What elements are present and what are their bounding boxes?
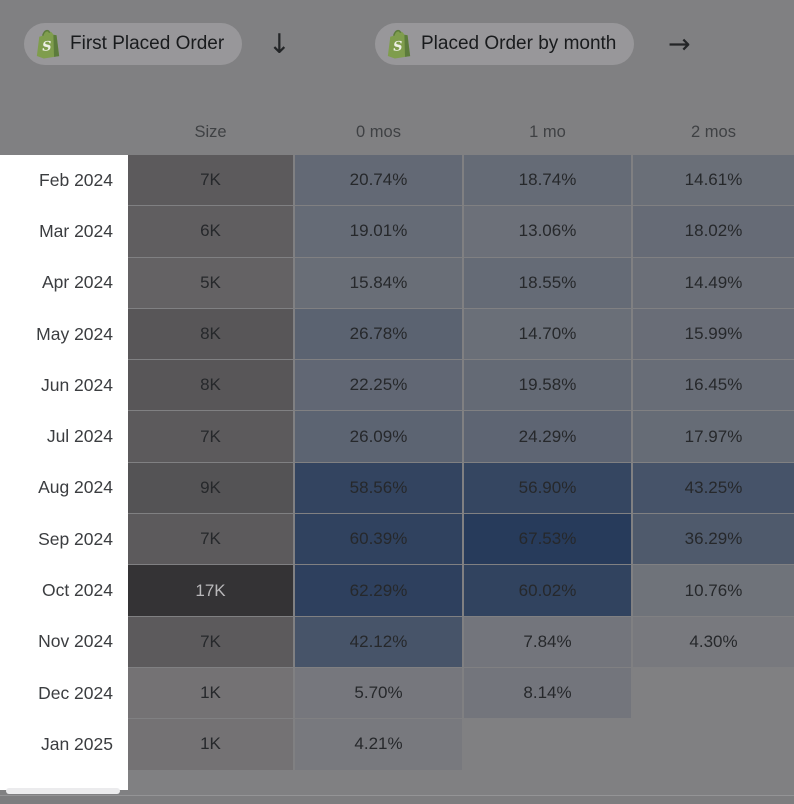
retention-cell[interactable]: 19.01% xyxy=(295,206,462,257)
cohort-grid: Feb 2024 7K 20.74% 18.74% 14.61% Mar 2024 6K 19… xyxy=(0,155,794,770)
retention-cell[interactable]: 10.76% xyxy=(633,565,794,616)
column-header-2mos: 2 mos xyxy=(691,123,736,141)
retention-cell[interactable]: 18.55% xyxy=(464,257,631,308)
cohort-size-cell[interactable]: 6K xyxy=(128,206,293,257)
retention-cell[interactable]: 58.56% xyxy=(295,462,462,514)
retention-cell[interactable]: 60.02% xyxy=(464,565,631,616)
cohort-size-cell[interactable]: 17K xyxy=(128,565,293,616)
retention-cell[interactable]: 7.84% xyxy=(464,616,631,667)
retention-cell[interactable]: 8.14% xyxy=(464,667,631,719)
cohort-size-cell[interactable]: 7K xyxy=(128,155,293,206)
cohort-size-cell[interactable]: 8K xyxy=(128,308,293,360)
cohort-size-cell[interactable]: 7K xyxy=(128,514,293,565)
retention-cell[interactable]: 26.09% xyxy=(295,411,462,462)
svg-text:S: S xyxy=(42,39,52,54)
cohort-month-label: Aug 2024 xyxy=(38,477,113,498)
retention-cell[interactable]: 14.61% xyxy=(633,155,794,206)
svg-text:S: S xyxy=(393,39,403,54)
retention-cell[interactable]: 18.02% xyxy=(633,206,794,257)
retention-cell[interactable]: 13.06% xyxy=(464,206,631,257)
cohort-month-label: Jan 2025 xyxy=(40,733,113,754)
cohort-month-label: Jun 2024 xyxy=(40,374,113,395)
cohort-month-label: Nov 2024 xyxy=(38,631,113,652)
cohort-month-label: Apr 2024 xyxy=(41,272,113,293)
first-placed-order-label: First Placed Order xyxy=(70,33,225,54)
retention-cell[interactable]: 26.78% xyxy=(295,308,462,360)
shopify-bag-icon: S xyxy=(35,29,61,59)
retention-cell[interactable]: 22.25% xyxy=(295,360,462,411)
empty-cell xyxy=(633,668,794,718)
right-arrow-icon[interactable]: → xyxy=(668,28,691,60)
retention-cell[interactable]: 43.25% xyxy=(633,462,794,514)
cohort-size-cell[interactable]: 8K xyxy=(128,360,293,411)
retention-cell[interactable]: 60.39% xyxy=(295,514,462,565)
bottom-panel-edge xyxy=(0,795,794,804)
down-arrow-icon[interactable]: ↓ xyxy=(268,28,291,60)
cohort-month-label: Sep 2024 xyxy=(38,528,113,549)
cohort-month-label: Dec 2024 xyxy=(38,682,113,703)
cohort-size-cell[interactable]: 7K xyxy=(128,411,293,462)
empty-cell xyxy=(464,719,631,769)
retention-cell[interactable]: 14.49% xyxy=(633,257,794,308)
retention-cell[interactable]: 15.84% xyxy=(295,257,462,308)
cohort-size-cell[interactable]: 9K xyxy=(128,462,293,514)
retention-cell[interactable]: 56.90% xyxy=(464,462,631,514)
retention-cell[interactable]: 36.29% xyxy=(633,514,794,565)
month-label-column-background xyxy=(0,155,128,790)
retention-cell[interactable]: 14.70% xyxy=(464,308,631,360)
cohort-month-label: Jul 2024 xyxy=(46,426,113,447)
retention-cell[interactable]: 62.29% xyxy=(295,565,462,616)
table-header-row: Size 0 mos 1 mo 2 mos xyxy=(0,96,794,155)
cohort-size-cell[interactable]: 1K xyxy=(128,667,293,719)
cohort-size-cell[interactable]: 1K xyxy=(128,719,293,770)
retention-cell[interactable]: 17.97% xyxy=(633,411,794,462)
shopify-bag-icon: S xyxy=(386,29,412,59)
retention-cell[interactable]: 15.99% xyxy=(633,308,794,360)
retention-cell[interactable]: 42.12% xyxy=(295,616,462,667)
column-header-0mos: 0 mos xyxy=(356,123,401,141)
retention-cell[interactable]: 20.74% xyxy=(295,155,462,206)
placed-order-by-month-button[interactable]: S Placed Order by month xyxy=(375,23,635,65)
cohort-month-label: Mar 2024 xyxy=(39,220,113,241)
empty-cell xyxy=(633,719,794,769)
retention-cell[interactable]: 5.70% xyxy=(295,667,462,719)
retention-cell[interactable]: 4.30% xyxy=(633,616,794,667)
retention-cell[interactable]: 4.21% xyxy=(295,719,462,770)
retention-cell[interactable]: 18.74% xyxy=(464,155,631,206)
month-column-bottom-edge xyxy=(6,788,120,794)
retention-cell[interactable]: 24.29% xyxy=(464,411,631,462)
cohort-month-label: Feb 2024 xyxy=(39,169,113,190)
placed-order-by-month-label: Placed Order by month xyxy=(421,33,617,54)
cohort-size-cell[interactable]: 7K xyxy=(128,616,293,667)
cohort-month-label: May 2024 xyxy=(36,323,113,344)
column-header-size: Size xyxy=(194,123,227,141)
retention-cell[interactable]: 19.58% xyxy=(464,360,631,411)
cohort-month-label: Oct 2024 xyxy=(41,580,113,601)
first-placed-order-button[interactable]: S First Placed Order xyxy=(24,23,243,65)
retention-cell[interactable]: 67.53% xyxy=(464,514,631,565)
column-header-1mo: 1 mo xyxy=(529,123,566,141)
retention-cell[interactable]: 16.45% xyxy=(633,360,794,411)
cohort-size-cell[interactable]: 5K xyxy=(128,257,293,308)
